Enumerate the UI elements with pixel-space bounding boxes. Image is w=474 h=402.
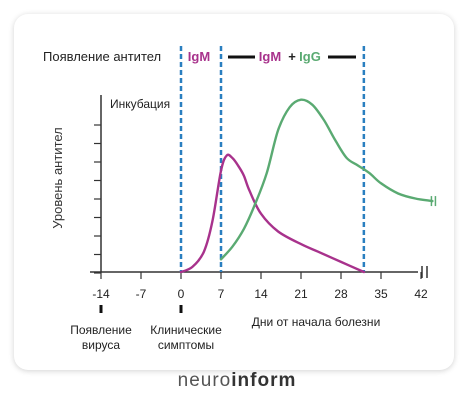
axes — [90, 95, 428, 279]
marker-virus — [99, 305, 103, 313]
annotation-symptoms-line2: симптомы — [158, 338, 214, 352]
marker-symptoms — [179, 305, 183, 313]
header-igm: IgM — [188, 49, 210, 64]
x-tick-label: 21 — [294, 287, 308, 301]
annotation-virus-line1: Появление — [70, 323, 132, 337]
x-tick-label: 0 — [178, 287, 185, 301]
annotation-symptoms-line1: Клинические — [150, 323, 222, 337]
brand-logo-left: neuro — [177, 370, 232, 391]
header-plus: + — [288, 49, 296, 64]
brand-logo-right: inform — [231, 370, 297, 391]
header-igm-2: IgM — [259, 49, 281, 64]
x-tick-label: 42 — [414, 287, 428, 301]
chart-card — [14, 14, 454, 370]
phase-lines — [179, 46, 366, 272]
annotation-virus-line2: вируса — [82, 338, 120, 352]
header-igg: IgG — [299, 49, 321, 64]
series-line-igm — [179, 153, 366, 274]
x-axis-label: Дни от начала болезни — [252, 315, 381, 329]
x-tick-label: 14 — [254, 287, 268, 301]
x-tick-label: -14 — [92, 287, 110, 301]
y-axis-label: Уровень антител — [50, 127, 65, 229]
series-line-igg — [219, 98, 434, 261]
x-tick-label: -7 — [136, 287, 147, 301]
annotation-incubation: Инкубация — [110, 97, 170, 111]
header-label: Появление антител — [43, 49, 161, 64]
x-tick-label: 35 — [374, 287, 388, 301]
x-tick-label: 7 — [218, 287, 225, 301]
x-tick-label: 28 — [334, 287, 348, 301]
brand-logo: neuroinform — [0, 370, 474, 392]
antibody-chart: -14 -7 0 7 14 21 28 35 42 Появление антител IgM IgM… — [43, 46, 437, 352]
labels-group: -14 -7 0 7 14 21 28 35 42 Появление антител IgM IgM… — [43, 49, 428, 352]
series-group — [179, 98, 437, 274]
